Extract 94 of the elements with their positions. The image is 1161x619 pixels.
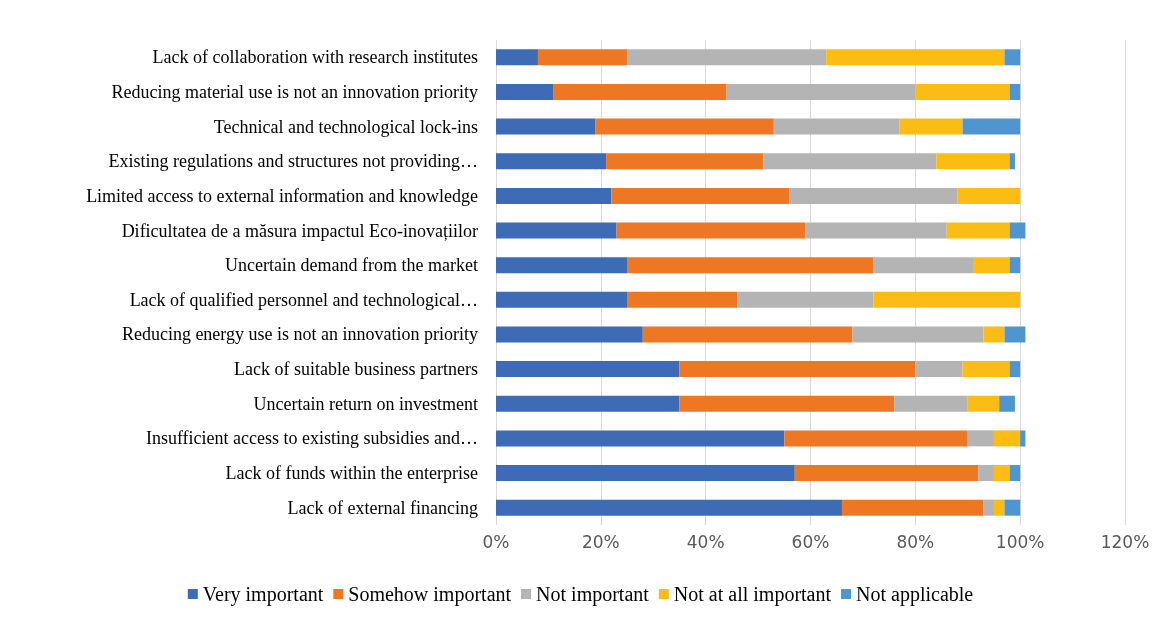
legend-label: Not at all important [673, 583, 832, 606]
bar [915, 361, 963, 378]
bar [915, 83, 1010, 100]
bar [967, 395, 1000, 412]
bar [496, 222, 617, 239]
bar [726, 83, 916, 100]
bar [1009, 83, 1021, 100]
y-tick-label: Reducing energy use is not an innovation priority [121, 324, 478, 345]
bar [496, 83, 554, 100]
x-tick-label: 0% [482, 531, 510, 552]
bar [679, 361, 916, 378]
bar [496, 395, 680, 412]
x-tick-label: 100% [995, 531, 1045, 552]
bar [763, 153, 937, 170]
bar [1004, 49, 1021, 66]
bar [1004, 499, 1021, 516]
y-tick-label: Uncertain demand from the market [225, 255, 478, 276]
y-tick-label: Insufficient access to existing subsidies and… [145, 428, 478, 449]
bar [873, 291, 1021, 308]
x-tick-label: 60% [791, 531, 830, 552]
bar [1009, 153, 1015, 170]
bar [627, 257, 874, 274]
bar [606, 153, 764, 170]
x-tick-label: 40% [686, 531, 725, 552]
bar [1004, 326, 1026, 343]
bar [496, 499, 842, 516]
bar [537, 49, 628, 66]
x-tick-label: 20% [581, 531, 620, 552]
bar [993, 430, 1021, 447]
bar [595, 118, 774, 135]
bar [496, 118, 596, 135]
bar [983, 326, 1005, 343]
bar [962, 118, 1021, 135]
y-tick-label: Lack of funds within the enterprise [225, 463, 479, 484]
bar [627, 49, 827, 66]
y-tick-label: Uncertain return on investment [253, 393, 478, 414]
legend-label: Somehow important [348, 583, 512, 606]
bar [873, 257, 973, 274]
bar [616, 222, 806, 239]
bar [496, 465, 795, 482]
bar [1020, 430, 1026, 447]
bar [496, 257, 628, 274]
bar [1009, 222, 1026, 239]
y-tick-label: Lack of external financing [287, 497, 478, 518]
bar [794, 465, 979, 482]
bar [957, 187, 1021, 204]
bar [496, 326, 643, 343]
bar [773, 118, 900, 135]
bar [611, 187, 790, 204]
bar [1009, 257, 1021, 274]
y-tick-label: Reducing material use is not an innovation priority [111, 81, 478, 102]
legend-label: Very important [202, 583, 324, 606]
bar [784, 430, 968, 447]
bar [962, 361, 1010, 378]
y-tick-label: Lack of qualified personnel and technological… [129, 289, 478, 310]
bar [894, 395, 968, 412]
bar [679, 395, 895, 412]
bar [936, 153, 1010, 170]
bar [496, 430, 785, 447]
y-tick-label: Lack of suitable business partners [234, 359, 478, 380]
y-tick-label: Technical and technological lock-ins [213, 116, 478, 137]
bar [946, 222, 1010, 239]
bar [496, 49, 538, 66]
legend-label: Not applicable [856, 583, 974, 606]
bar [496, 153, 607, 170]
bar [972, 257, 1010, 274]
legend-label: Not important [536, 583, 650, 606]
bar [553, 83, 727, 100]
y-tick-label: Lack of collaboration with research institutes [152, 47, 478, 68]
bar [967, 430, 994, 447]
x-tick-label: 80% [896, 531, 935, 552]
bar [993, 499, 1005, 516]
bar [999, 395, 1015, 412]
bar [496, 361, 680, 378]
bar [496, 291, 628, 308]
bar [841, 499, 984, 516]
bar [826, 49, 1005, 66]
bar [852, 326, 984, 343]
bar [983, 499, 994, 516]
bar [978, 465, 994, 482]
bar [993, 465, 1010, 482]
bar [789, 187, 958, 204]
bar [627, 291, 738, 308]
bar [1009, 465, 1021, 482]
bar [642, 326, 853, 343]
bar [805, 222, 947, 239]
bar [496, 187, 612, 204]
x-tick-label: 120% [1100, 531, 1150, 552]
bar [737, 291, 874, 308]
bar [1009, 361, 1021, 378]
bar [899, 118, 963, 135]
y-tick-label: Dificultatea de a măsura impactul Eco-inovațiilor [121, 220, 478, 241]
y-tick-label: Existing regulations and structures not providing… [108, 151, 478, 172]
y-tick-label: Limited access to external information and knowledge [86, 185, 478, 206]
